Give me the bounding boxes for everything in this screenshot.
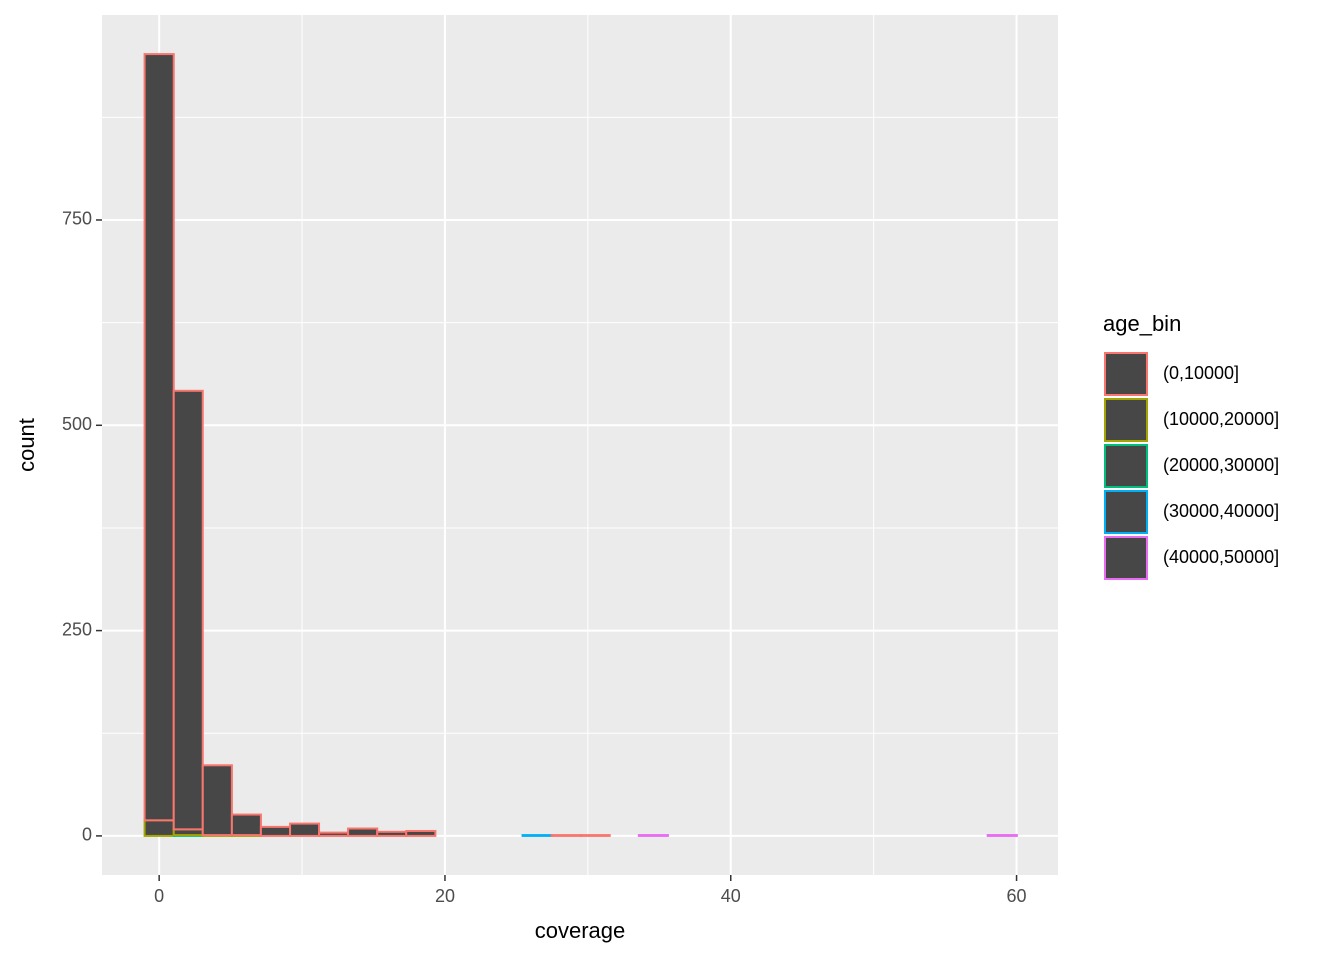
bar bbox=[318, 831, 350, 837]
legend-label: (0,10000] bbox=[1163, 363, 1239, 383]
legend-label: (30000,40000] bbox=[1163, 501, 1279, 521]
x-tick-label: 60 bbox=[1007, 886, 1027, 906]
legend-label: (10000,20000] bbox=[1163, 409, 1279, 429]
bar bbox=[201, 764, 233, 837]
legend-key bbox=[1104, 490, 1148, 534]
legend-key bbox=[1104, 398, 1148, 442]
legend-label: (20000,30000] bbox=[1163, 455, 1279, 475]
legend-key bbox=[1104, 444, 1148, 488]
panel bbox=[102, 15, 1058, 875]
bar bbox=[143, 53, 175, 822]
bar bbox=[259, 825, 292, 837]
bar bbox=[172, 389, 204, 831]
legend-title: age_bin bbox=[1103, 311, 1181, 336]
bar bbox=[289, 822, 321, 837]
bar bbox=[143, 819, 175, 837]
bar bbox=[405, 829, 437, 837]
y-tick-label: 0 bbox=[82, 825, 92, 845]
legend-key bbox=[1104, 536, 1148, 580]
bar bbox=[579, 834, 611, 837]
bar bbox=[376, 830, 408, 837]
x-axis-title: coverage bbox=[535, 918, 626, 943]
bar bbox=[986, 834, 1018, 837]
bar bbox=[521, 834, 553, 837]
bar bbox=[347, 827, 379, 837]
legend-label: (40000,50000] bbox=[1163, 547, 1279, 567]
y-tick-label: 750 bbox=[62, 209, 92, 229]
x-tick-label: 0 bbox=[154, 886, 164, 906]
x-tick-label: 40 bbox=[721, 886, 741, 906]
bar bbox=[230, 813, 262, 837]
bar bbox=[637, 834, 669, 837]
x-tick-label: 20 bbox=[435, 886, 455, 906]
y-tick-label: 500 bbox=[62, 414, 92, 434]
y-axis-title: count bbox=[14, 418, 39, 472]
legend-key bbox=[1104, 352, 1148, 396]
bar bbox=[550, 834, 582, 837]
y-tick-label: 250 bbox=[62, 619, 92, 639]
